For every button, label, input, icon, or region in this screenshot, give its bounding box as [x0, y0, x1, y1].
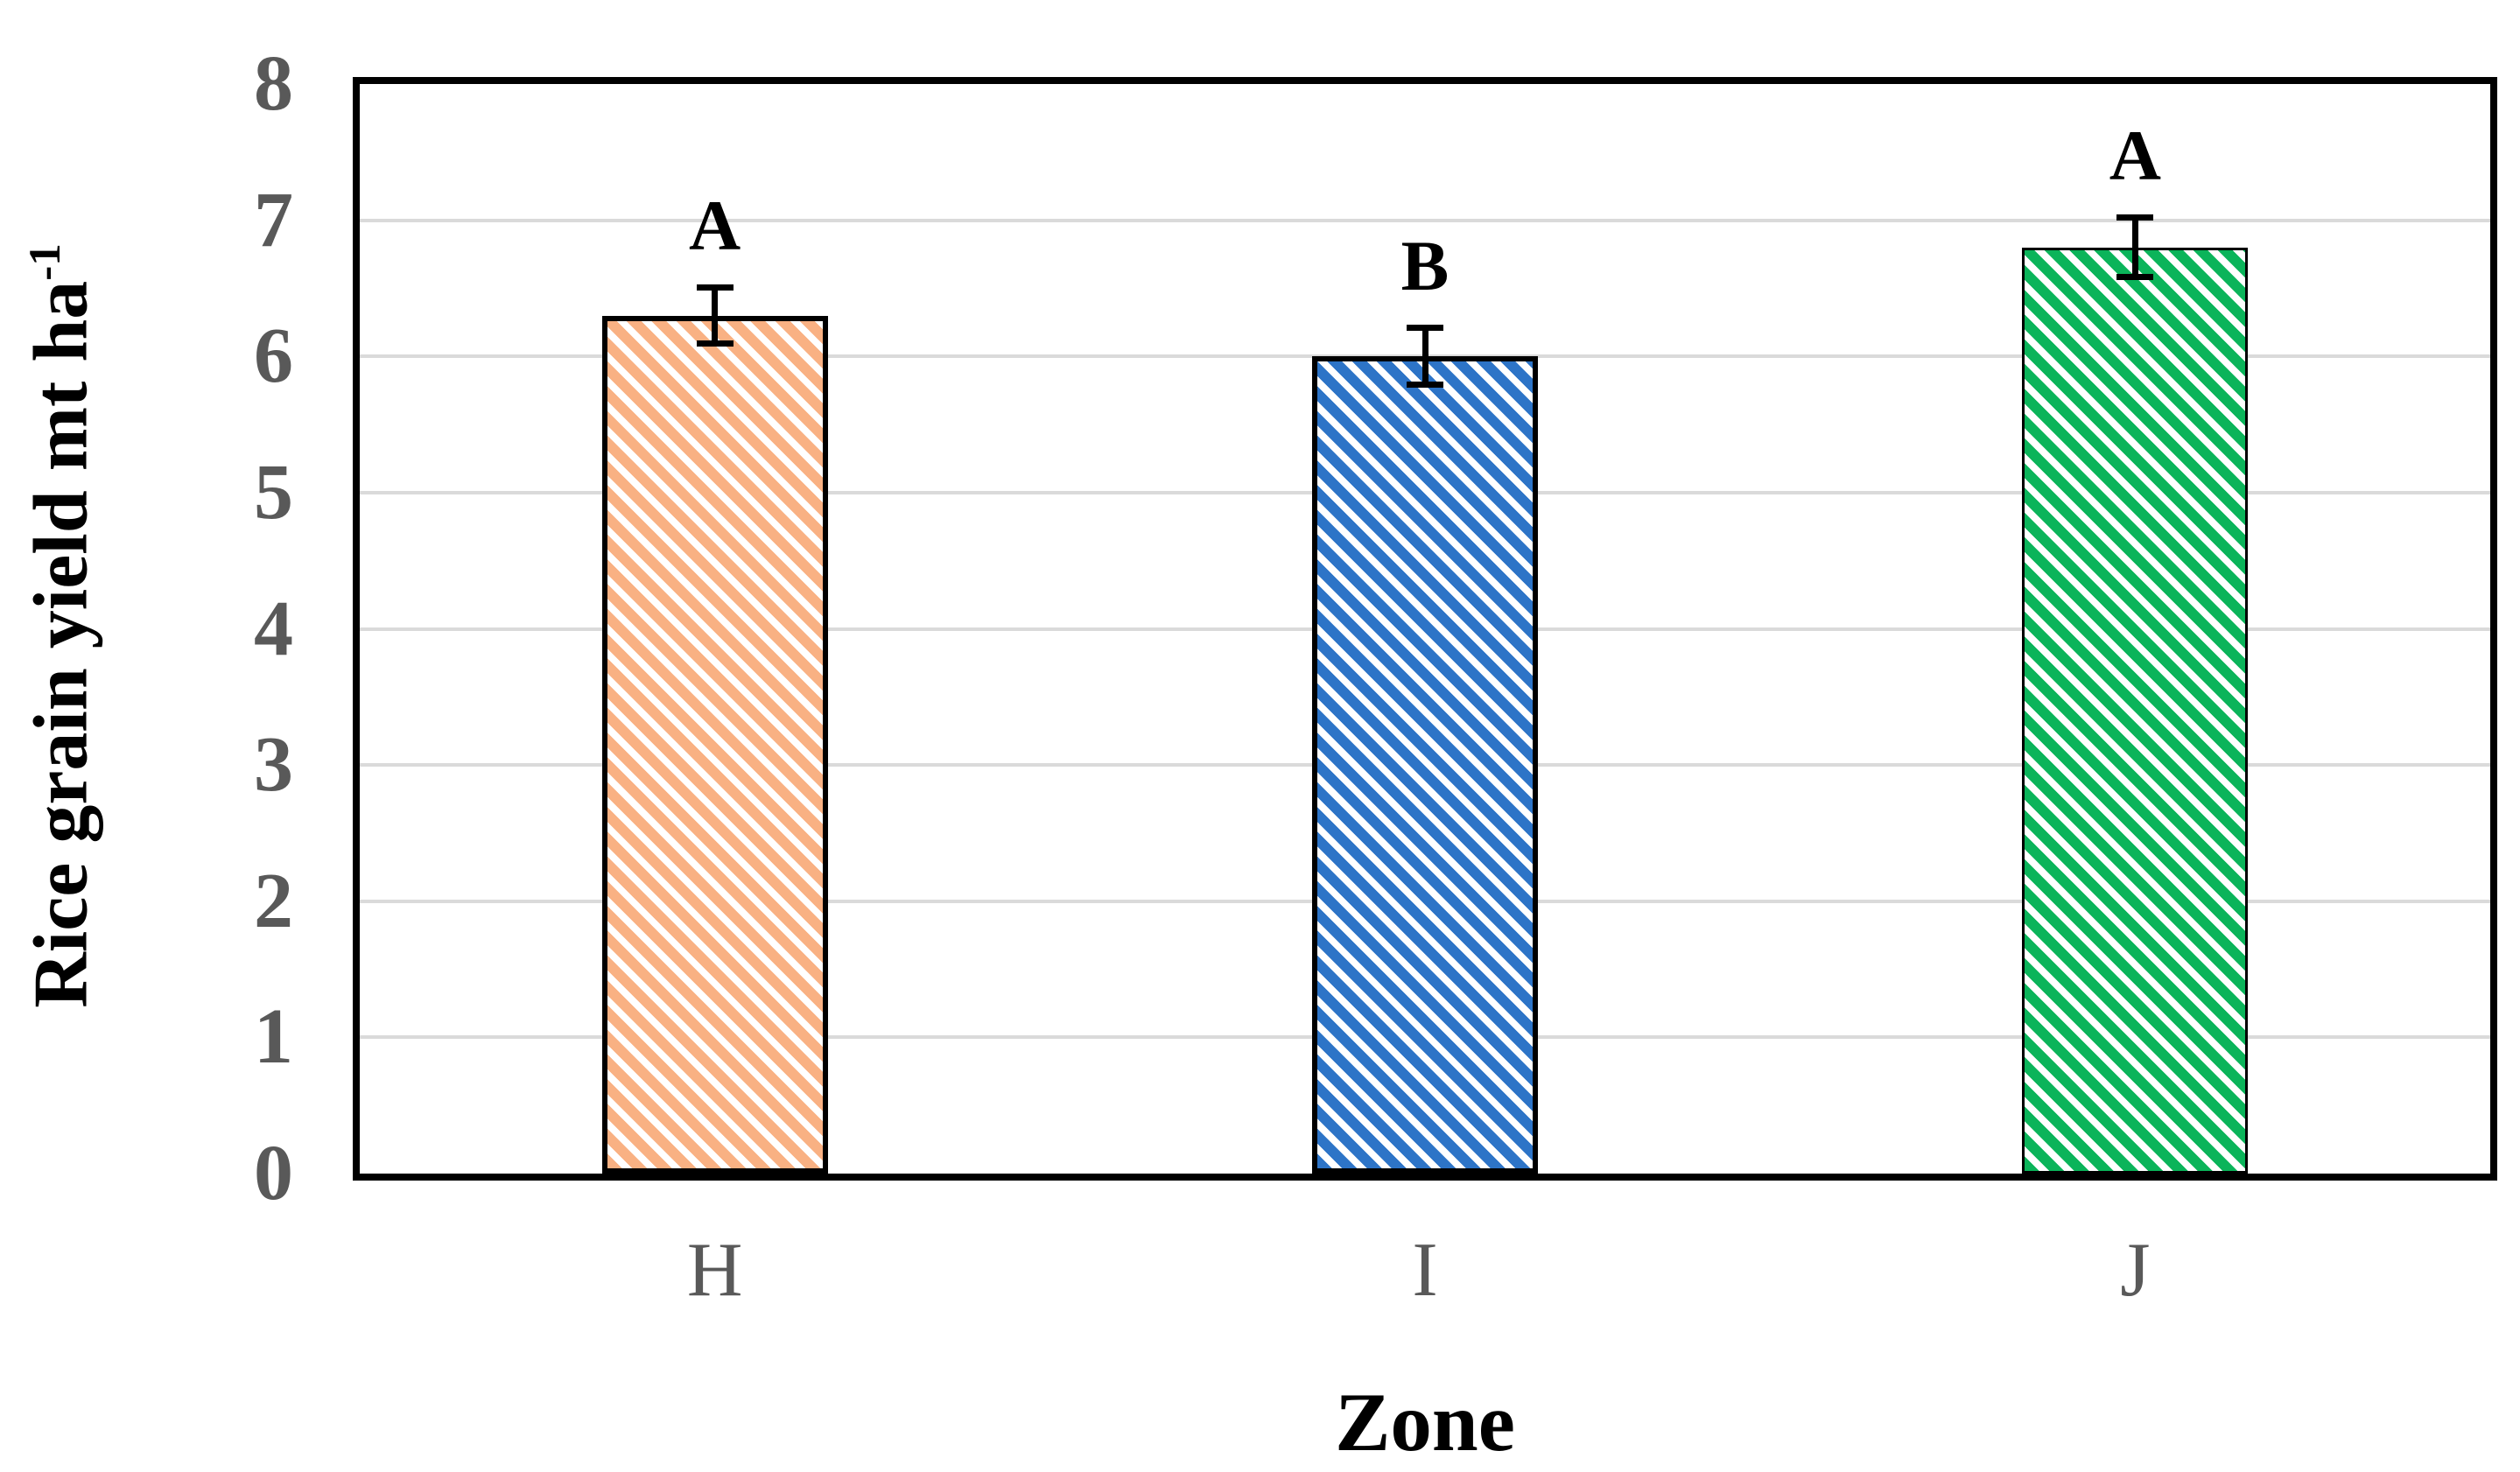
- error-bar-top-cap: [1407, 325, 1443, 332]
- y-axis-tick-label: 1: [254, 993, 293, 1081]
- error-bar-top-cap: [2116, 214, 2154, 221]
- y-axis-tick-label: 3: [254, 721, 293, 809]
- bar-h: [601, 315, 828, 1174]
- bar-j: [2022, 247, 2249, 1174]
- error-bar-i: [1421, 325, 1428, 389]
- y-axis-tick-label: 6: [254, 312, 293, 400]
- y-axis-tick-label: 5: [254, 448, 293, 536]
- y-axis-tick-label: 4: [254, 585, 293, 672]
- x-axis-title: Zone: [1335, 1376, 1515, 1468]
- x-axis-tick-label-h: H: [686, 1228, 743, 1313]
- significance-letter-i: B: [1400, 226, 1450, 306]
- plot-area: A B A: [353, 77, 2497, 1181]
- y-axis-tick-label: 7: [254, 176, 293, 263]
- error-bar-top-cap: [696, 284, 734, 291]
- y-axis-tick-label: 8: [254, 40, 293, 127]
- bar-i: [1312, 356, 1538, 1174]
- error-bar-bottom-cap: [1407, 382, 1443, 389]
- error-bar-j: [2131, 214, 2138, 281]
- y-axis-tick-label: 0: [254, 1130, 293, 1216]
- x-axis-tick-label-i: I: [1412, 1228, 1438, 1313]
- error-bar-bottom-cap: [2116, 274, 2154, 281]
- significance-letter-j: A: [2109, 116, 2161, 196]
- y-gridline: [360, 218, 2490, 222]
- error-bar-h: [712, 284, 719, 347]
- y-axis-tick-label: 2: [254, 857, 293, 944]
- x-axis-tick-label-j: J: [2120, 1228, 2151, 1313]
- significance-letter-h: A: [689, 185, 741, 265]
- error-bar-bottom-cap: [696, 340, 734, 347]
